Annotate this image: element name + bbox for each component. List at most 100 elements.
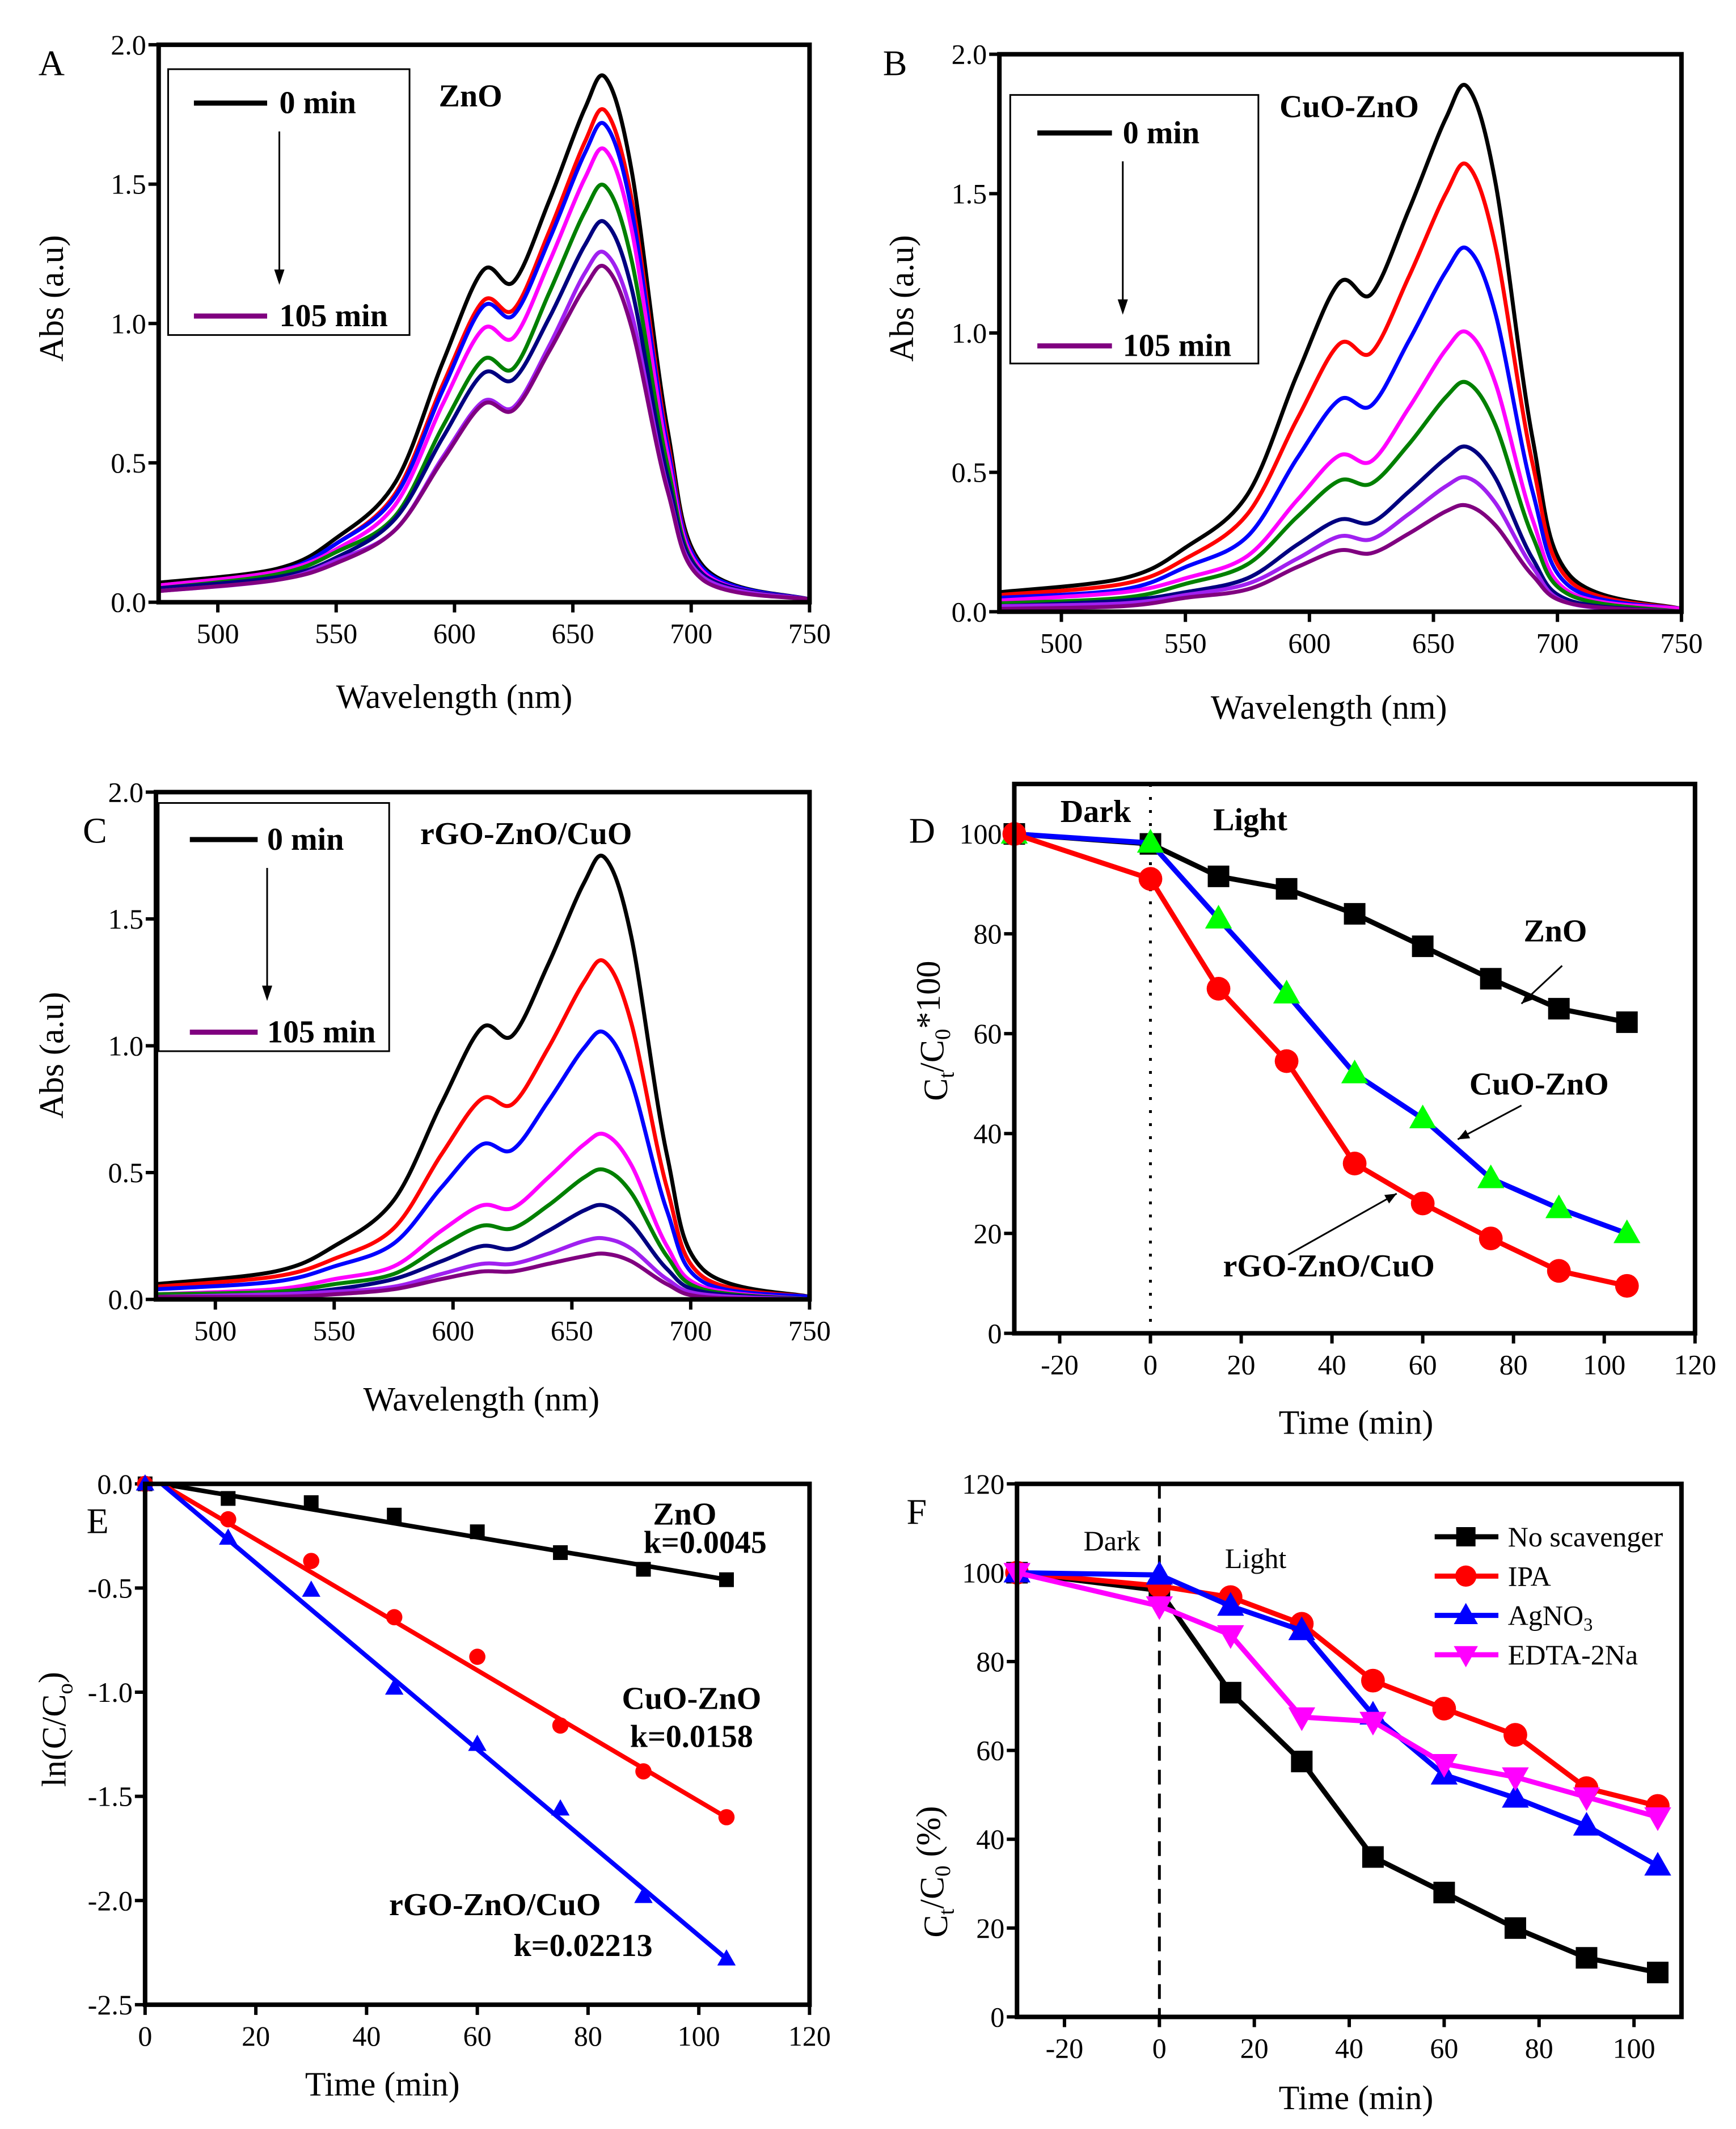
legend-label: 105 min xyxy=(280,298,388,334)
x-tick-label: 500 xyxy=(194,1315,236,1347)
data-point xyxy=(1479,1226,1503,1250)
y-tick-label: 2.0 xyxy=(111,29,146,61)
series-line xyxy=(158,183,810,602)
y-axis-label: Ct/C0*100 xyxy=(910,961,958,1101)
data-point xyxy=(1504,1917,1526,1939)
data-point xyxy=(1613,1219,1641,1243)
data-point xyxy=(719,1572,734,1587)
series-line xyxy=(155,853,810,1299)
legend-label: 105 min xyxy=(1123,328,1231,364)
data-point xyxy=(552,1717,569,1734)
data-point xyxy=(385,1678,404,1695)
series-line xyxy=(155,1029,810,1299)
data-point xyxy=(717,1949,736,1966)
data-point xyxy=(386,1609,403,1626)
x-tick-label: 100 xyxy=(1613,2032,1655,2064)
y-tick-label: -2.0 xyxy=(88,1885,133,1916)
data-point xyxy=(1502,1784,1529,1808)
data-point xyxy=(1412,935,1434,958)
series-6 xyxy=(999,475,1682,614)
rate-constant-label: k=0.0045 xyxy=(644,1525,767,1561)
plot-area xyxy=(136,1474,736,1966)
series-line xyxy=(155,958,810,1299)
data-point xyxy=(221,1491,236,1506)
series-4 xyxy=(999,380,1682,614)
y-axis-label: Ct/C0 (%) xyxy=(910,1806,958,1938)
x-tick-label: 40 xyxy=(1318,1348,1346,1380)
data-point xyxy=(219,1528,238,1545)
label-part: 0 xyxy=(931,1866,955,1877)
light-label: Light xyxy=(1213,802,1287,837)
data-point xyxy=(1576,1947,1598,1969)
series-4 xyxy=(158,183,810,602)
x-tick-label: 700 xyxy=(670,618,712,650)
panel-e: E 0 20 40 60 80 100 120 0.0 -0.5 -1.0 -1.5 -2.0 -2.5 T… xyxy=(32,1468,831,2103)
data-point xyxy=(302,1580,320,1597)
panel-letter: F xyxy=(907,1491,927,1532)
label-part: ln(C/C xyxy=(36,1694,73,1787)
data-point xyxy=(1644,1852,1671,1876)
data-point xyxy=(1205,904,1232,929)
y-tick-label: 1.5 xyxy=(108,903,143,935)
y-tick-label: 60 xyxy=(976,1735,1004,1767)
legend-item: EDTA-2Na xyxy=(1434,1639,1638,1671)
y-axis-label: ln(C/Co) xyxy=(32,1672,77,1787)
data-point xyxy=(1146,1596,1173,1620)
x-tick-label: 650 xyxy=(552,618,594,650)
x-tick-label: 600 xyxy=(433,618,476,650)
series-line xyxy=(999,503,1682,614)
x-tick-label: 750 xyxy=(788,618,831,650)
y-tick-label: -0.5 xyxy=(88,1572,133,1604)
series-1 xyxy=(999,161,1682,611)
data-point xyxy=(635,1763,652,1780)
x-tick-label: 20 xyxy=(242,2020,270,2052)
y-tick-label: 0.0 xyxy=(108,1284,143,1316)
data-point xyxy=(1359,1711,1387,1736)
label-part: 0 xyxy=(931,1029,955,1040)
axes-frame xyxy=(156,42,812,605)
series-label: rGO-ZnO/CuO xyxy=(1223,1249,1434,1284)
legend-marker xyxy=(1454,1603,1478,1624)
dark-label: Dark xyxy=(1084,1525,1141,1557)
x-tick-label: 550 xyxy=(313,1315,356,1347)
light-label: Light xyxy=(1225,1542,1286,1574)
rate-constant-label: k=0.02213 xyxy=(514,1928,653,1963)
series-3 xyxy=(158,146,810,602)
x-tick-label: 750 xyxy=(788,1315,831,1347)
series-label: rGO-ZnO/CuO xyxy=(389,1887,601,1923)
panel-c: C 500 550 600 650 700 750 0.0 0.5 1.0 1.5 2.0 Wavele… xyxy=(33,776,831,1418)
x-axis-label: Wavelength (nm) xyxy=(363,1381,599,1418)
series-line xyxy=(999,245,1682,611)
y-tick-label: 120 xyxy=(962,1468,1004,1500)
y-tick-label: 0.0 xyxy=(97,1468,133,1500)
x-tick-label: 120 xyxy=(788,2020,831,2052)
data-point xyxy=(1217,1625,1244,1649)
panel-title: ZnO xyxy=(439,78,502,113)
data-point xyxy=(1547,1259,1571,1283)
data-point xyxy=(387,1507,402,1523)
series-rgo-zno-cuo xyxy=(1002,822,1639,1298)
label-part: ) xyxy=(32,1672,69,1683)
data-point xyxy=(219,1511,236,1528)
legend-box xyxy=(1009,94,1260,365)
data-point xyxy=(1274,1049,1299,1073)
label-part: C xyxy=(917,1078,954,1101)
data-point xyxy=(1410,1191,1435,1216)
data-point xyxy=(1273,980,1300,1004)
x-tick-label: 60 xyxy=(463,2020,492,2052)
legend-item: No scavenger xyxy=(1434,1521,1663,1553)
series-2 xyxy=(999,245,1682,611)
arrow-head-icon xyxy=(1384,1194,1397,1204)
data-point xyxy=(1480,968,1502,990)
series-edta-2na xyxy=(1003,1563,1671,1831)
series-3 xyxy=(155,1131,810,1302)
legend-label: 0 min xyxy=(280,86,356,121)
arrow-head-icon xyxy=(1458,1129,1471,1140)
series-line xyxy=(999,329,1682,611)
series-line xyxy=(999,380,1682,614)
series-line xyxy=(999,83,1682,611)
data-point xyxy=(1573,1812,1600,1836)
y-tick-label: 0.0 xyxy=(111,587,146,618)
data-point xyxy=(1548,998,1570,1020)
y-tick-label: 0 xyxy=(987,1317,1002,1349)
